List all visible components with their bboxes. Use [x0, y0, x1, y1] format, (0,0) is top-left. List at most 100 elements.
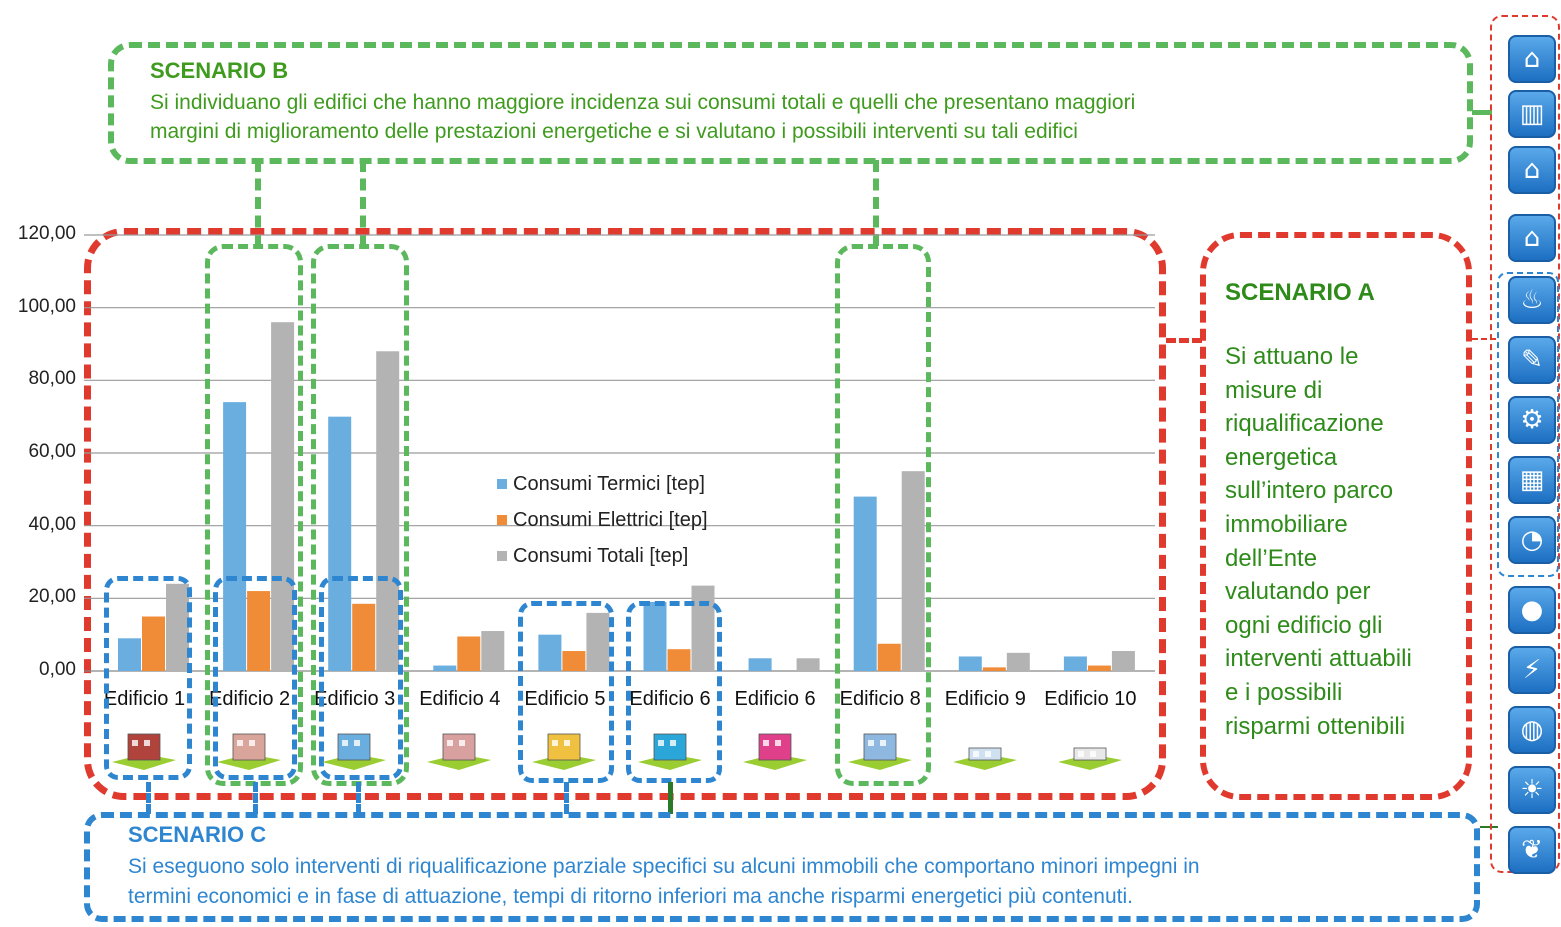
scenario-a-line: misure di [1225, 376, 1323, 404]
house-icon[interactable]: ⌂ [1508, 214, 1556, 262]
scenario-a-line: dell’Ente [1225, 544, 1318, 572]
bar-elettrici-2 [247, 591, 271, 671]
radiator-icon[interactable]: ▦ [1508, 456, 1556, 504]
window-icon[interactable]: ▥ [1508, 90, 1556, 138]
lamp-icon[interactable]: ✎ [1508, 336, 1556, 384]
building-icon [215, 726, 283, 770]
legend-label-totali: Consumi Totali [tep] [513, 544, 689, 567]
scenario-a-line: valutando per [1225, 578, 1371, 606]
bar-totali-4 [481, 631, 505, 671]
x-tick-label: Edificio 8 [839, 688, 921, 710]
scenario-c-highlight-edificio5 [518, 601, 614, 783]
connector-c-edificio3 [356, 782, 361, 814]
bar-termici-4 [433, 665, 457, 671]
wireless-icon[interactable]: ◔ [1508, 516, 1556, 564]
connector-a-chart [1166, 338, 1202, 343]
scenario-c-line1: Si eseguono solo interventi di riqualifi… [128, 855, 1200, 878]
y-tick-label: 60,00 [28, 441, 76, 462]
connector-c-edificio6 [668, 782, 673, 814]
bar-elettrici-5 [562, 651, 586, 671]
sun-icon[interactable]: ☀ [1508, 766, 1556, 814]
icon-bar-group [1497, 272, 1559, 577]
leaf-icon[interactable]: ❦ [1508, 826, 1556, 874]
bar-elettrici-9 [982, 667, 1006, 671]
scenario-b-highlight-edificio8 [835, 244, 931, 786]
connector-b-edificio8 [873, 160, 879, 246]
bar-totali-1 [166, 583, 189, 671]
connector-b-iconbar [1472, 110, 1492, 115]
x-tick-label: Edificio 5 [524, 688, 606, 710]
plug-icon[interactable]: ⚡ [1508, 646, 1556, 694]
house-icon[interactable]: ⌂ [1508, 146, 1556, 194]
x-tick-label: Edificio 6 [629, 688, 711, 710]
bar-termici-9 [958, 656, 982, 671]
building-icon [530, 726, 598, 770]
building-icon [425, 726, 493, 770]
scenario-b-line2: margini di miglioramento delle prestazio… [150, 120, 1078, 143]
bulb-icon[interactable]: ● [1508, 586, 1556, 634]
x-tick-label: Edificio 9 [944, 688, 1026, 710]
connector-c-edificio5 [564, 782, 569, 814]
x-tick-label: Edificio 2 [209, 688, 291, 710]
scenario-c-highlight-edificio6 [626, 601, 722, 783]
house-icon[interactable]: ⌂ [1508, 35, 1556, 83]
scenario-c-highlight-edificio2 [213, 576, 297, 780]
scenario-c-box [84, 812, 1480, 922]
flame-icon[interactable]: ♨ [1508, 276, 1556, 324]
bar-elettrici-3 [352, 603, 376, 671]
connector-b-edificio2 [255, 160, 261, 246]
bar-elettrici-8 [877, 643, 901, 671]
building-icon [951, 726, 1019, 770]
legend-label-termici: Consumi Termici [tep] [513, 472, 705, 495]
y-tick-label: 40,00 [28, 513, 76, 535]
bar-elettrici-4 [457, 636, 481, 671]
x-tick-label: Edificio 3 [314, 688, 396, 710]
bar-termici-6 [643, 601, 667, 671]
scenario-c-title: SCENARIO C [128, 822, 267, 847]
bar-elettrici-10 [1087, 665, 1111, 671]
bar-totali-9 [1006, 652, 1030, 671]
legend: Consumi Termici [tep] Consumi Elettrici … [497, 466, 708, 574]
legend-item-termici: Consumi Termici [tep] [497, 466, 708, 502]
scenario-a-title: SCENARIO A [1225, 279, 1375, 306]
bar-termici-8 [853, 496, 877, 671]
bar-totali-8 [901, 471, 925, 671]
building-icon [741, 726, 809, 770]
y-tick-label: 120,00 [17, 223, 76, 244]
scenario-c-line2: termini economici e in fase di attuazion… [128, 885, 1133, 908]
scenario-a-line: sull’intero parco [1225, 477, 1394, 505]
bar-totali-3 [376, 351, 400, 671]
connector-c-edificio2 [253, 782, 258, 814]
scenario-b-box [108, 42, 1473, 164]
legend-label-elettrici: Consumi Elettrici [tep] [513, 508, 708, 531]
scenario-b-title: SCENARIO B [150, 58, 289, 83]
bar-termici-5 [538, 634, 562, 671]
scenario-a-line: energetica [1225, 443, 1338, 471]
y-tick-label: 20,00 [28, 586, 76, 608]
scenario-a-box [1200, 232, 1472, 800]
scenario-a-line: ogni edificio gli [1225, 611, 1383, 639]
bar-totali-5 [586, 612, 610, 671]
scenario-c-highlight-edificio1 [104, 576, 192, 780]
boiler-icon[interactable]: ⚙ [1508, 396, 1556, 444]
scenario-a-line: Si attuano le [1225, 343, 1359, 370]
scenario-a-line: riqualificazione [1225, 410, 1384, 438]
y-tick-label: 100,00 [17, 295, 76, 317]
connector-b-edificio3 [360, 160, 366, 246]
legend-swatch-elettrici [497, 515, 507, 525]
scenario-a-line: interventi attuabili [1225, 645, 1412, 673]
bar-termici-10 [1063, 656, 1087, 671]
scenario-a-line: risparmi ottenibili [1225, 712, 1406, 740]
scenario-c-highlight-edificio3 [319, 576, 403, 780]
scenario-a-chart-frame [84, 228, 1166, 800]
legend-item-elettrici: Consumi Elettrici [tep] [497, 502, 708, 538]
bar-termici-2 [223, 402, 247, 671]
y-tick-label: 80,00 [28, 368, 76, 390]
scenario-a-line: immobiliare [1225, 511, 1348, 538]
x-tick-label: Edificio 1 [103, 688, 186, 710]
globe-icon[interactable]: ◍ [1508, 706, 1556, 754]
bar-termici-1 [118, 638, 141, 671]
legend-swatch-totali [497, 551, 507, 561]
bar-termici-3 [328, 416, 352, 671]
